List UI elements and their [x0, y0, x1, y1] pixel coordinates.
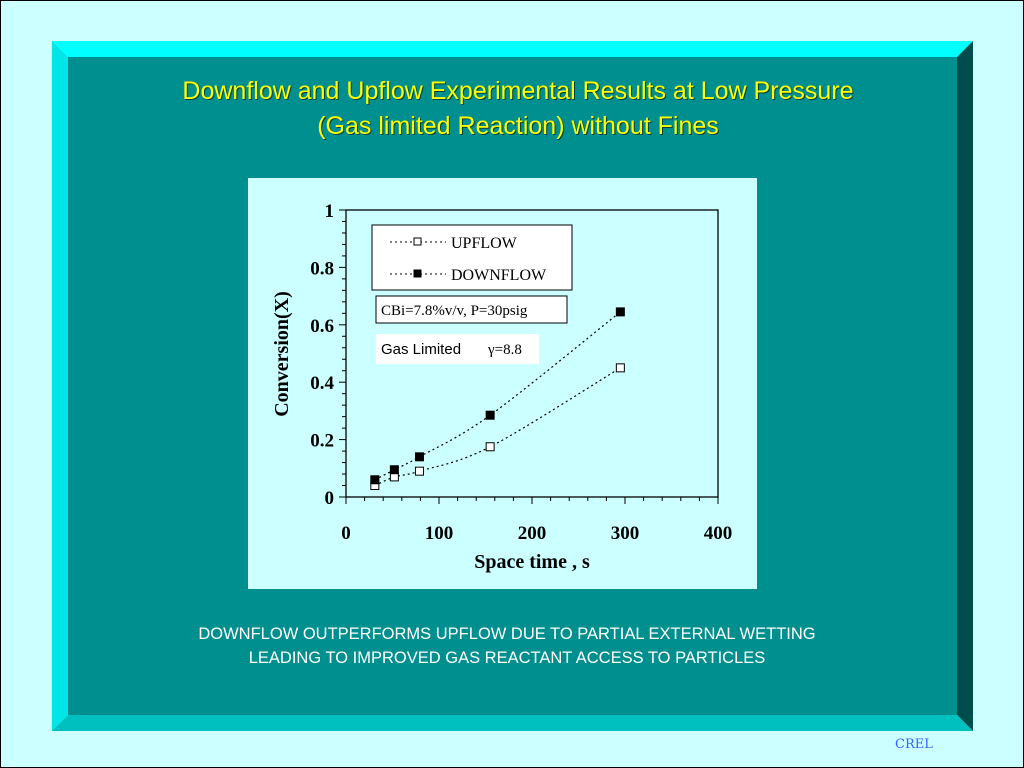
y-tick-label: 0 [325, 488, 335, 509]
x-tick-label: 100 [425, 523, 454, 544]
regime-box [376, 334, 539, 364]
data-point-downflow [485, 410, 495, 420]
legend-box [371, 224, 573, 291]
data-point-downflow [615, 307, 625, 317]
caption-line-2: LEADING TO IMPROVED GAS REACTANT ACCESS … [248, 649, 766, 667]
data-point-downflow [370, 475, 380, 485]
caption-line-1: DOWNFLOW OUTPERFORMS UPFLOW DUE TO PARTI… [198, 625, 816, 643]
y-tick-label: 0.2 [310, 431, 334, 452]
x-tick-label: 200 [518, 523, 547, 544]
y-axis-title: Conversion(X) [271, 291, 293, 417]
x-axis-title: Space time , s [474, 551, 590, 573]
series-lines [374, 311, 621, 487]
y-axis-tick-labels: 0 0.2 0.4 0.6 0.8 1 [310, 201, 334, 509]
regime-label: Gas Limited [381, 341, 461, 358]
data-point-upflow [414, 466, 424, 476]
regime-note: Gas Limited γ=8.8 [376, 334, 539, 364]
x-tick-label: 0 [341, 523, 351, 544]
slide-caption: DOWNFLOW OUTPERFORMS UPFLOW DUE TO PARTI… [68, 622, 946, 670]
legend: UPFLOW DOWNFLOW [371, 224, 573, 291]
series-line-downflow [374, 311, 621, 481]
x-axis-tick-labels: 0 100 200 300 400 [341, 523, 732, 544]
footer-logo: CREL [895, 737, 933, 752]
conditions-box [375, 295, 568, 324]
series-markers [370, 307, 625, 491]
legend-upflow-label: UPFLOW [451, 235, 518, 252]
conditions-text: CBi=7.8%v/v, P=30psig [381, 303, 528, 319]
y-tick-label: 0.6 [310, 316, 334, 337]
y-tick-label: 1 [325, 201, 335, 222]
y-axis-ticks [339, 209, 346, 498]
slide-title: Downflow and Upflow Experimental Results… [68, 74, 968, 144]
conditions-note: CBi=7.8%v/v, P=30psig [375, 295, 568, 324]
data-point-upflow [485, 442, 495, 452]
series-line-upflow [374, 367, 621, 487]
title-line-1: Downflow and Upflow Experimental Results… [182, 77, 854, 105]
y-tick-label: 0.8 [310, 258, 334, 279]
title-line-2: (Gas limited Reaction) without Fines [317, 112, 719, 140]
x-tick-label: 300 [611, 523, 640, 544]
legend-upflow-marker [413, 237, 422, 246]
panel-bevel [52, 41, 973, 731]
data-point-downflow [414, 452, 424, 462]
conversion-chart: 0 0.2 0.4 0.6 0.8 1 0 100 200 300 400 Sp… [271, 201, 732, 573]
legend-downflow-marker [413, 269, 422, 278]
y-tick-label: 0.4 [310, 373, 334, 394]
data-point-upflow [615, 363, 625, 373]
gamma-value: γ=8.8 [487, 342, 522, 358]
legend-downflow-label: DOWNFLOW [451, 267, 547, 284]
x-axis-ticks [345, 497, 719, 504]
data-point-downflow [389, 465, 399, 475]
x-tick-label: 400 [704, 523, 733, 544]
